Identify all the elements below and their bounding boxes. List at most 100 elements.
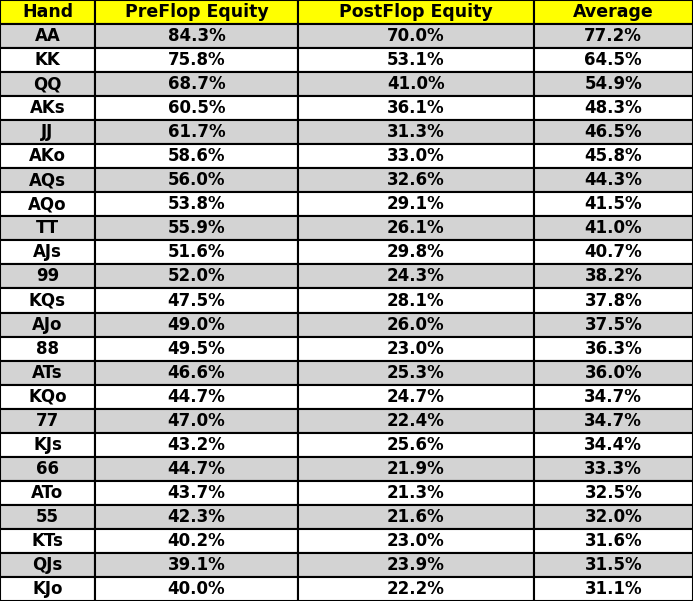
Text: 66: 66 (36, 460, 59, 478)
Text: PostFlop Equity: PostFlop Equity (339, 3, 493, 21)
Bar (298, 553, 534, 577)
Bar (534, 24, 693, 48)
Bar (534, 48, 693, 72)
Bar (534, 313, 693, 337)
Text: 64.5%: 64.5% (584, 51, 642, 69)
Text: KQo: KQo (28, 388, 67, 406)
Bar (0, 264, 95, 288)
Text: 55: 55 (36, 508, 59, 526)
Bar (534, 192, 693, 216)
Text: 31.6%: 31.6% (584, 532, 642, 550)
Bar (0, 337, 95, 361)
Bar (534, 457, 693, 481)
Text: ATo: ATo (31, 484, 64, 502)
Text: 38.2%: 38.2% (584, 267, 642, 285)
Text: 21.6%: 21.6% (387, 508, 445, 526)
Text: 53.1%: 53.1% (387, 51, 445, 69)
Bar (298, 144, 534, 168)
Text: AKs: AKs (30, 99, 65, 117)
Bar (534, 288, 693, 313)
Text: AJs: AJs (33, 243, 62, 261)
Text: 29.8%: 29.8% (387, 243, 445, 261)
Text: 31.5%: 31.5% (584, 556, 642, 574)
Text: 24.3%: 24.3% (387, 267, 445, 285)
Text: JJ: JJ (42, 123, 53, 141)
Bar (534, 168, 693, 192)
Bar (0, 48, 95, 72)
Text: 21.3%: 21.3% (387, 484, 445, 502)
Text: QJs: QJs (33, 556, 62, 574)
Bar (534, 216, 693, 240)
Bar (95, 529, 298, 553)
Text: 40.2%: 40.2% (168, 532, 225, 550)
Text: 36.3%: 36.3% (584, 340, 642, 358)
Bar (0, 433, 95, 457)
Bar (298, 192, 534, 216)
Text: 68.7%: 68.7% (168, 75, 225, 93)
Text: 23.0%: 23.0% (387, 340, 445, 358)
Bar (95, 409, 298, 433)
Bar (534, 505, 693, 529)
Text: 77: 77 (36, 412, 59, 430)
Bar (95, 313, 298, 337)
Bar (0, 0, 95, 24)
Bar (95, 192, 298, 216)
Text: 42.3%: 42.3% (168, 508, 225, 526)
Text: 29.1%: 29.1% (387, 195, 445, 213)
Text: 22.4%: 22.4% (387, 412, 445, 430)
Bar (0, 457, 95, 481)
Text: 51.6%: 51.6% (168, 243, 225, 261)
Text: 41.0%: 41.0% (387, 75, 445, 93)
Text: 54.9%: 54.9% (584, 75, 642, 93)
Bar (298, 457, 534, 481)
Text: 33.0%: 33.0% (387, 147, 445, 165)
Bar (298, 433, 534, 457)
Text: 44.7%: 44.7% (168, 460, 225, 478)
Bar (0, 553, 95, 577)
Text: KTs: KTs (32, 532, 63, 550)
Text: Hand: Hand (22, 3, 73, 21)
Bar (298, 529, 534, 553)
Bar (0, 529, 95, 553)
Text: 22.2%: 22.2% (387, 580, 445, 598)
Bar (534, 481, 693, 505)
Bar (0, 96, 95, 120)
Text: 53.8%: 53.8% (168, 195, 225, 213)
Bar (534, 385, 693, 409)
Bar (298, 72, 534, 96)
Bar (534, 96, 693, 120)
Text: 99: 99 (36, 267, 59, 285)
Text: PreFlop Equity: PreFlop Equity (125, 3, 268, 21)
Bar (95, 288, 298, 313)
Text: 39.1%: 39.1% (168, 556, 225, 574)
Bar (95, 144, 298, 168)
Bar (95, 240, 298, 264)
Bar (0, 168, 95, 192)
Text: 46.6%: 46.6% (168, 364, 225, 382)
Text: 48.3%: 48.3% (584, 99, 642, 117)
Bar (95, 505, 298, 529)
Bar (0, 144, 95, 168)
Bar (0, 192, 95, 216)
Bar (95, 48, 298, 72)
Bar (298, 240, 534, 264)
Bar (298, 385, 534, 409)
Text: 31.3%: 31.3% (387, 123, 445, 141)
Text: 55.9%: 55.9% (168, 219, 225, 237)
Text: QQ: QQ (33, 75, 62, 93)
Bar (298, 264, 534, 288)
Text: 32.5%: 32.5% (584, 484, 642, 502)
Bar (534, 120, 693, 144)
Text: AKo: AKo (29, 147, 66, 165)
Bar (95, 457, 298, 481)
Text: TT: TT (36, 219, 59, 237)
Text: AA: AA (35, 27, 60, 45)
Bar (0, 577, 95, 601)
Text: 28.1%: 28.1% (387, 291, 445, 310)
Text: KJs: KJs (33, 436, 62, 454)
Bar (534, 361, 693, 385)
Text: 37.5%: 37.5% (584, 316, 642, 334)
Text: KK: KK (35, 51, 60, 69)
Bar (298, 120, 534, 144)
Text: 45.8%: 45.8% (584, 147, 642, 165)
